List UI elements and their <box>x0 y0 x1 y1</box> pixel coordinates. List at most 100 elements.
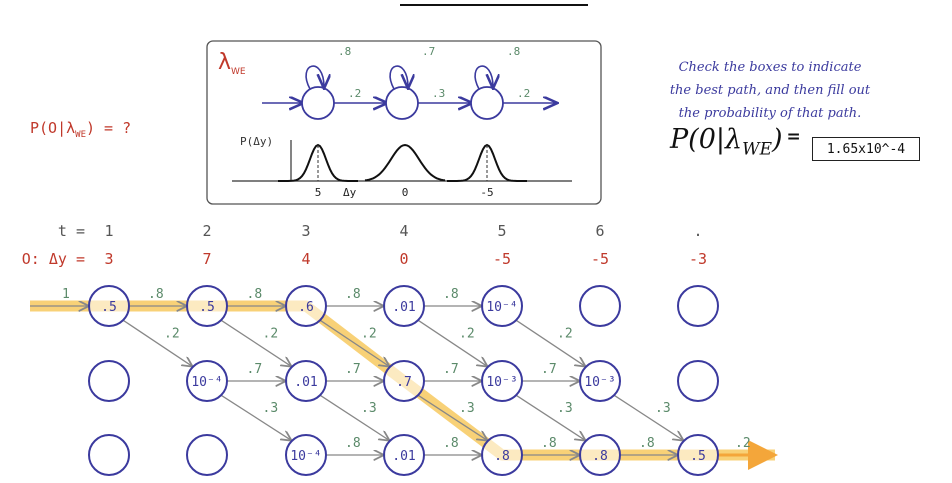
trellis-cell-r3-c6[interactable] <box>579 434 621 476</box>
trellis-down-prob-r2-c6: .3 <box>655 401 671 416</box>
trellis-self-prob-r2-c2: .7 <box>247 362 263 377</box>
trellis-cell-r3-c1[interactable] <box>88 434 130 476</box>
trellis-self-prob-r3-c4: .8 <box>443 436 459 451</box>
answer-lhs-tail: ) <box>771 124 783 155</box>
trellis-down-prob-r1-c3: .2 <box>361 327 377 342</box>
time-4: 4 <box>399 222 408 240</box>
trellis-cell-r2-c6[interactable] <box>579 360 621 402</box>
trellis-down-arrow-r1-c5 <box>516 319 585 366</box>
trellis-cell-value-r3-c3: 10⁻⁴ <box>290 449 321 464</box>
model-trans-prob-1: .2 <box>348 87 361 100</box>
final-exit-prob: .2 <box>735 436 751 451</box>
time-3: 3 <box>301 222 310 240</box>
instructions-line2: the best path, and then fill out <box>669 83 871 98</box>
trellis-cell-r2-c3[interactable] <box>285 360 327 402</box>
trellis-cell-value-r3-c6: .8 <box>592 449 608 464</box>
trellis-cell-r3-c3[interactable] <box>285 434 327 476</box>
answer-lhs: P(0|λ <box>670 124 743 155</box>
trellis-self-prob-r1-c2: .8 <box>247 287 263 302</box>
answer-equals: = <box>786 127 801 147</box>
trellis-cell-r2-c1[interactable] <box>88 360 130 402</box>
trellis-self-prob-r2-c5: .7 <box>541 362 557 377</box>
obs-3: 4 <box>301 250 310 268</box>
trellis-down-arrow-r2-c6 <box>614 394 683 440</box>
emission-ylabel: P(Δy) <box>240 135 273 148</box>
trellis-cell-r1-c2[interactable] <box>186 285 228 327</box>
trellis-self-prob-r3-c3: .8 <box>345 436 361 451</box>
time-5: 5 <box>497 222 506 240</box>
trellis-cell-value-r2-c4: .7 <box>396 375 412 390</box>
initial-prob: 1 <box>62 287 70 302</box>
trellis-down-prob-r1-c5: .2 <box>557 327 573 342</box>
emission-mean-1: 5 <box>315 186 322 199</box>
model-state-1 <box>301 86 335 120</box>
obs-1: 3 <box>104 250 113 268</box>
obs-2: 7 <box>202 250 211 268</box>
trellis-down-prob-r1-c2: .2 <box>263 327 279 342</box>
answer-input[interactable]: 1.65x10^-4 <box>812 137 920 161</box>
model-self-prob-1: .8 <box>338 45 351 58</box>
trellis-cell-value-r2-c5: 10⁻³ <box>486 375 517 390</box>
trellis-cell-r2-c5[interactable] <box>481 360 523 402</box>
trellis-cell-r3-c7[interactable] <box>677 434 719 476</box>
time-1: 1 <box>104 222 113 240</box>
trellis-cell-r1-c1[interactable] <box>88 285 130 327</box>
trellis-cell-value-r2-c3: .01 <box>294 375 317 390</box>
trellis-down-arrow-r1-c1 <box>123 319 192 366</box>
obs-label: O: Δy = <box>22 250 85 268</box>
trellis-self-prob-r1-c3: .8 <box>345 287 361 302</box>
trellis-self-prob-r1-c1: .8 <box>148 287 164 302</box>
t-label: t = <box>58 222 85 240</box>
trellis-cell-r1-c5[interactable] <box>481 285 523 327</box>
trellis-cell-value-r1-c4: .01 <box>392 300 415 315</box>
instructions-line1: Check the boxes to indicate <box>678 60 862 75</box>
trellis-cell-value-r3-c4: .01 <box>392 449 415 464</box>
trellis-down-prob-r1-c4: .2 <box>459 327 475 342</box>
model-state-3 <box>470 86 504 120</box>
trellis-cell-value-r2-c6: 10⁻³ <box>584 375 615 390</box>
answer-equation: P(0|λWE) = <box>670 124 801 159</box>
model-trans-prob-2: .3 <box>432 87 445 100</box>
trellis-down-arrow-r2-c2 <box>221 394 291 440</box>
emission-mean-2: 0 <box>402 186 409 199</box>
obs-7: -3 <box>689 250 707 268</box>
emission-curves: 5 0 -5 Δy <box>278 143 527 199</box>
trellis-down-arrow-r1-c2 <box>221 319 291 366</box>
instructions: Check the boxes to indicate the best pat… <box>625 56 915 125</box>
trellis-cell-r2-c7[interactable] <box>677 360 719 402</box>
trellis-self-prob-r3-c6: .8 <box>639 436 655 451</box>
trellis-down-arrow-r2-c4 <box>418 394 487 440</box>
obs-5: -5 <box>493 250 511 268</box>
trellis-cell-r1-c7[interactable] <box>677 285 719 327</box>
trellis-cell-r2-c2[interactable] <box>186 360 228 402</box>
model-self-prob-3: .8 <box>507 45 520 58</box>
trellis-down-prob-r2-c5: .3 <box>557 401 573 416</box>
trellis-cell-value-r3-c7: .5 <box>690 449 706 464</box>
trellis-cell-r1-c3[interactable] <box>285 285 327 327</box>
trellis-down-arrow-r1-c4 <box>418 319 487 366</box>
model-box <box>206 40 602 205</box>
instructions-line3: the probability of that path. <box>678 106 862 121</box>
trellis-self-prob-r3-c5: .8 <box>541 436 557 451</box>
trellis-cell-r1-c4[interactable] <box>383 285 425 327</box>
model-self-prob-2: .7 <box>422 45 435 58</box>
model-title: λWE <box>218 50 246 77</box>
time-2: 2 <box>202 222 211 240</box>
trellis-down-prob-r2-c3: .3 <box>361 401 377 416</box>
model-states: .8 .2 .7 .3 .8 .2 <box>262 45 556 120</box>
time-6: 6 <box>595 222 604 240</box>
trellis-cell-r3-c5[interactable] <box>481 434 523 476</box>
trellis-cell-r3-c4[interactable] <box>383 434 425 476</box>
model-state-2 <box>385 86 419 120</box>
trellis-cell-r3-c2[interactable] <box>186 434 228 476</box>
trellis-cell-value-r1-c2: .5 <box>199 300 215 315</box>
trellis-down-prob-r2-c2: .3 <box>263 401 279 416</box>
trellis-cell-r2-c4[interactable] <box>383 360 425 402</box>
model-trans-prob-3: .2 <box>517 87 530 100</box>
trellis-cell-r1-c6[interactable] <box>579 285 621 327</box>
obs-6: -5 <box>591 250 609 268</box>
trellis-down-prob-r1-c1: .2 <box>164 327 180 342</box>
trellis-cell-value-r1-c5: 10⁻⁴ <box>486 300 517 315</box>
trellis-cell-value-r1-c3: .6 <box>298 300 314 315</box>
